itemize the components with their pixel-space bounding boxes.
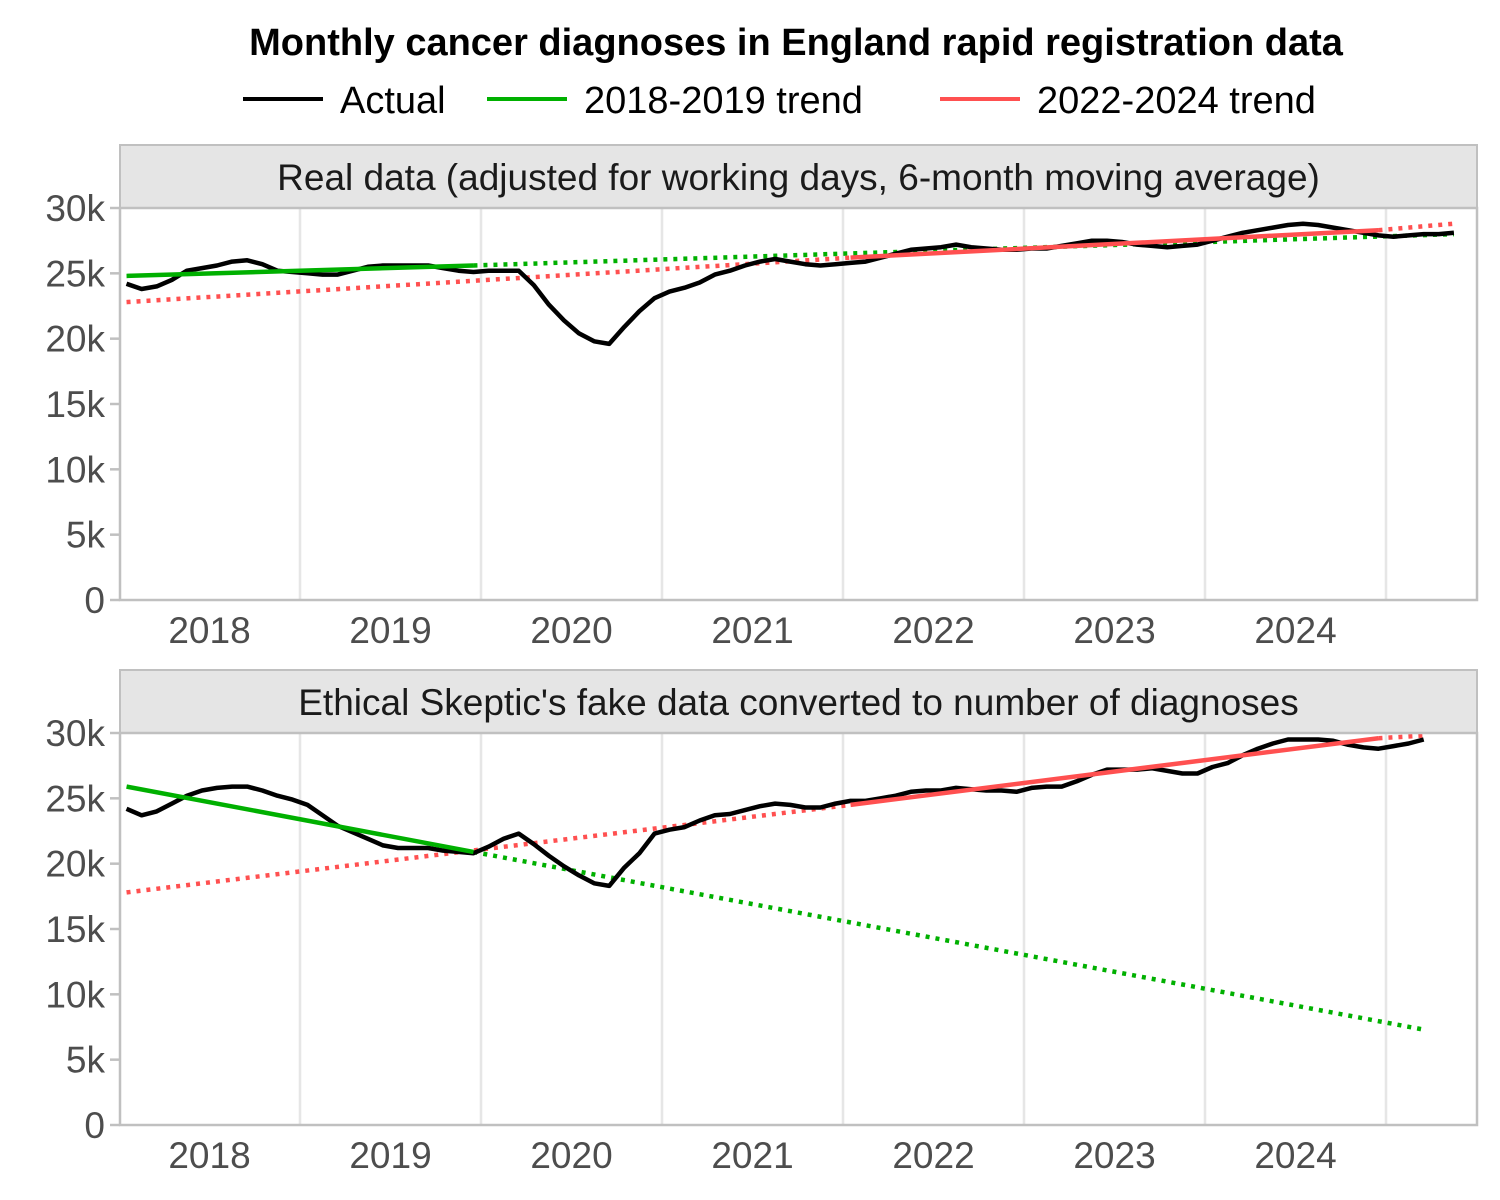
- x-tick-label: 2019: [349, 1135, 431, 1176]
- y-tick-label: 15k: [45, 909, 105, 950]
- y-tick-label: 10k: [45, 974, 105, 1015]
- x-tick-label: 2022: [892, 1135, 974, 1176]
- panel-strip: [119, 669, 1478, 734]
- y-tick-label: 10k: [45, 449, 105, 490]
- legend-label-actual: Actual: [340, 80, 446, 122]
- legend-item-2018-2019-trend: 2018-2019 trend: [487, 80, 863, 122]
- y-tick-label: 25k: [45, 778, 105, 819]
- plot-border: [118, 206, 1479, 602]
- panel-strip: [119, 144, 1478, 209]
- chart-title: Monthly cancer diagnoses in England rapi…: [249, 22, 1344, 64]
- y-tick-label: 20k: [45, 844, 105, 885]
- panel-strip-label: Real data (adjusted for working days, 6-…: [277, 157, 1320, 198]
- y-tick-label: 0: [84, 1105, 105, 1146]
- x-tick-label: 2022: [892, 610, 974, 651]
- y-tick-label: 25k: [45, 253, 105, 294]
- x-tick-label: 2023: [1073, 1135, 1155, 1176]
- 2018-2019-trend-fit-line: [126, 263, 474, 279]
- legend: Actual 2018-2019 trend 2022-2024 trend: [243, 80, 1316, 122]
- legend-item-2022-2024-trend: 2022-2024 trend: [940, 80, 1316, 122]
- y-tick-label: 0: [84, 580, 105, 621]
- y-tick-label: 30k: [45, 713, 105, 754]
- 2022-2024-trend-extrapolation-before: [126, 255, 851, 305]
- plot-border: [118, 731, 1479, 1127]
- x-tick-label: 2021: [711, 1135, 793, 1176]
- x-tick-label: 2019: [349, 610, 431, 651]
- plot-area: [120, 208, 1477, 600]
- x-tick-label: 2020: [530, 610, 612, 651]
- x-tick-label: 2018: [168, 1135, 250, 1176]
- panel-1: Real data (adjusted for working days, 6-…: [45, 144, 1479, 651]
- x-tick-label: 2020: [530, 1135, 612, 1176]
- 2018-2019-trend-extrapolation-after: [473, 849, 1425, 1032]
- x-tick-label: 2024: [1254, 610, 1336, 651]
- 2022-2024-trend-fit-line: [850, 735, 1379, 808]
- panel-strip-label: Ethical Skeptic's fake data converted to…: [298, 682, 1298, 723]
- panel-2: Ethical Skeptic's fake data converted to…: [45, 669, 1479, 1176]
- legend-item-actual: Actual: [243, 80, 446, 122]
- legend-label-2018-2019-trend: 2018-2019 trend: [584, 80, 863, 122]
- 2022-2024-trend-fit-line: [850, 227, 1379, 260]
- 2022-2024-trend-extrapolation-before: [126, 802, 851, 895]
- plot-area: [120, 733, 1477, 1125]
- y-tick-label: 5k: [66, 515, 106, 556]
- 2022-2024-trend-extrapolation-after: [1378, 221, 1455, 233]
- y-tick-label: 15k: [45, 384, 105, 425]
- x-tick-label: 2023: [1073, 610, 1155, 651]
- x-tick-label: 2024: [1254, 1135, 1336, 1176]
- y-tick-label: 5k: [66, 1040, 106, 1081]
- x-tick-label: 2018: [168, 610, 250, 651]
- y-tick-label: 30k: [45, 188, 105, 229]
- 2022-2024-trend-extrapolation-after: [1378, 733, 1424, 741]
- legend-label-2022-2024-trend: 2022-2024 trend: [1037, 80, 1316, 122]
- actual-line: [125, 221, 1455, 347]
- y-tick-label: 20k: [45, 319, 105, 360]
- 2018-2019-trend-fit-line: [126, 784, 474, 855]
- x-tick-label: 2021: [711, 610, 793, 651]
